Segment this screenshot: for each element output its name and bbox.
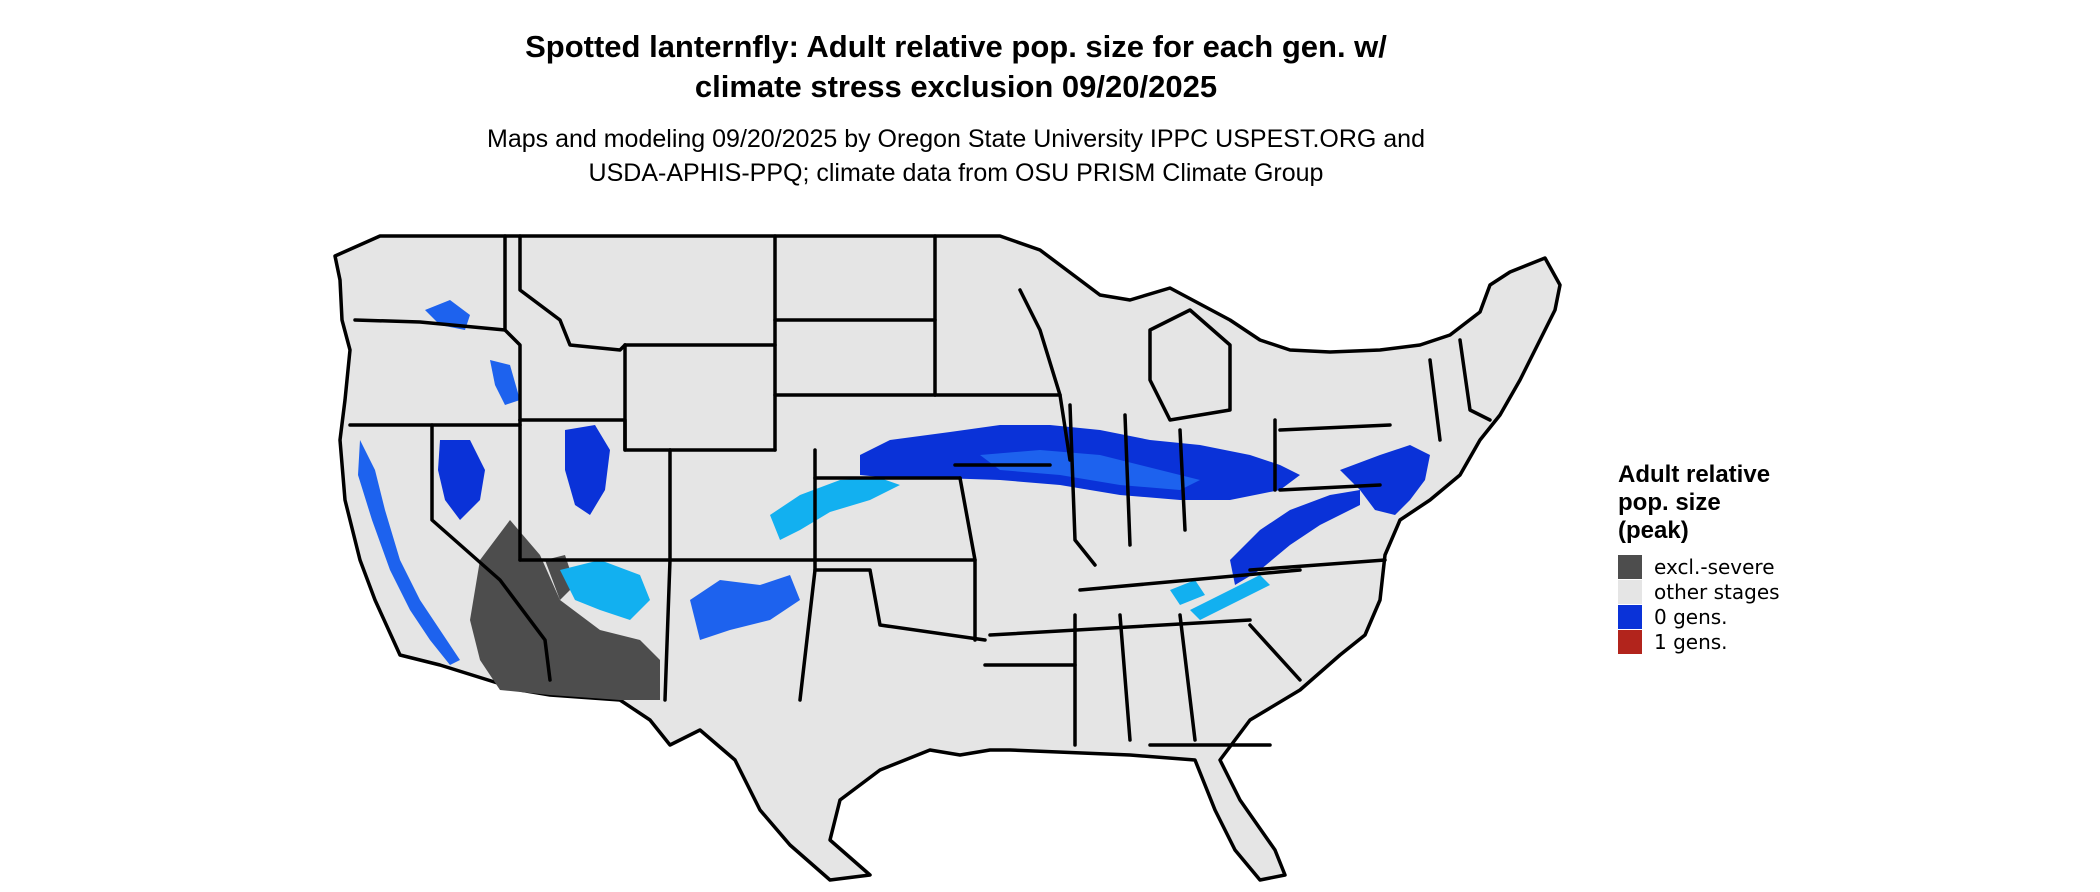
map-subtitle-line-2: USDA-APHIS-PPQ; climate data from OSU PR… (589, 159, 1324, 187)
region-blue-oregon (490, 360, 520, 405)
region-blue-nevada (438, 440, 485, 520)
border-va-nc (1248, 558, 1387, 572)
region-blue-light-appalachian (1190, 575, 1270, 620)
legend-label-other-stages: other stages (1654, 580, 1780, 604)
region-blue-northeast (1340, 445, 1430, 515)
us-outline (333, 234, 1562, 882)
border-in-oh (1178, 428, 1187, 532)
legend-label-1-gens: 1 gens. (1654, 630, 1728, 654)
region-blue-tennessee (1170, 580, 1205, 605)
border-il (1068, 403, 1097, 567)
legend-label-excluded: excl.-severe (1654, 555, 1775, 579)
border-id-mt (518, 234, 627, 352)
border-ky-tn (1078, 568, 1302, 592)
border-il-in (1123, 413, 1132, 547)
map-subtitle-line-1: Maps and modeling 09/20/2025 by Oregon S… (487, 125, 1425, 153)
legend-swatch-1-gens (1618, 630, 1642, 654)
legend-swatch-0-gens (1618, 605, 1642, 629)
region-excluded-southwest-2 (545, 555, 575, 600)
border-vt-nh-me (1458, 338, 1492, 422)
border-ga-sc (1248, 623, 1302, 682)
border-mn-wi (1018, 288, 1072, 462)
state-borders (348, 234, 1492, 747)
region-excluded-southwest (470, 520, 660, 700)
region-blue-light-central (770, 478, 900, 540)
map-title-line-1: Spotted lanternfly: Adult relative pop. … (525, 29, 1387, 64)
border-ks-mo (958, 476, 977, 642)
border-ok-tx (813, 568, 987, 642)
border-ut-wy (518, 418, 672, 452)
region-blue-utah (565, 425, 610, 515)
border-ca-nv (430, 423, 552, 682)
border-ms-al (1118, 613, 1132, 742)
border-wa-or (353, 318, 507, 332)
border-pa-md (1278, 483, 1382, 492)
map-title-line-2: climate stress exclusion 09/20/2025 (695, 69, 1217, 104)
region-blue-washington (425, 300, 470, 330)
border-al-ga (1178, 613, 1197, 742)
legend-title-line-3: (peak) (1618, 517, 1689, 544)
legend-label-0-gens: 0 gens. (1654, 605, 1728, 629)
us-landmass (333, 234, 1562, 882)
region-blue-california (358, 440, 460, 665)
border-ny-pa (1278, 423, 1392, 432)
legend-title-line-1: Adult relative (1618, 461, 1770, 488)
legend-swatch-excluded (1618, 555, 1642, 579)
border-ny-vt (1428, 358, 1442, 442)
region-blue-newmexico (690, 575, 800, 640)
model-regions (358, 300, 1430, 700)
border-az-nm (663, 558, 672, 702)
legend-title-line-2: pop. size (1618, 489, 1721, 516)
region-blue-appalachian (1230, 490, 1360, 585)
legend: Adult relative pop. size (peak) excl.-se… (1618, 461, 1780, 654)
region-blue-light-southwest (560, 560, 650, 620)
border-idaho-west (503, 234, 522, 422)
border-mi (1148, 308, 1232, 422)
legend-swatch-other-stages (1618, 580, 1642, 604)
region-blue-mid-central (980, 450, 1200, 490)
